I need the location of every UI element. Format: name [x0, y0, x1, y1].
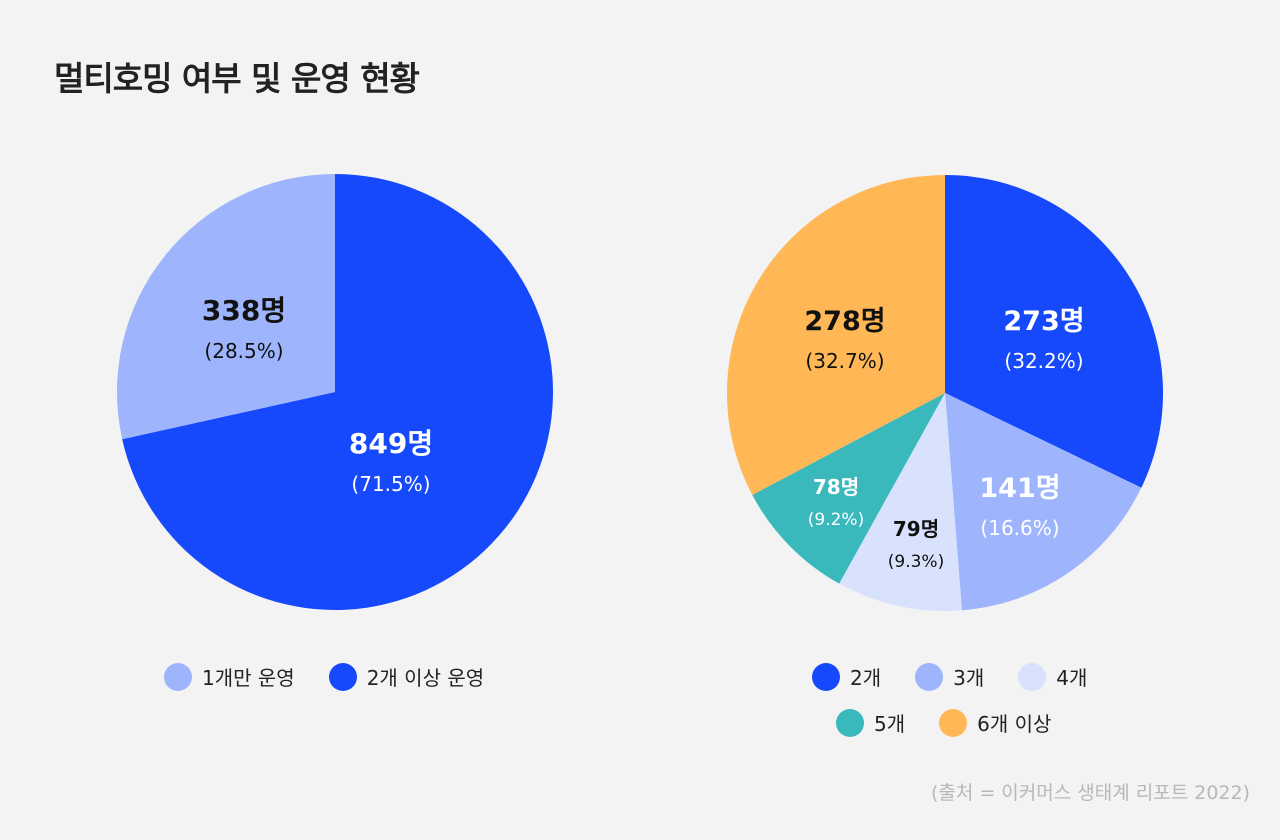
legend-pie-1: 1개만 운영 2개 이상 운영: [164, 662, 484, 691]
pie-slice: [945, 175, 1164, 488]
legend-label: 1개만 운영: [202, 666, 295, 690]
slice-count-label: 78명: [813, 475, 859, 499]
legend-item-5: 5개: [836, 708, 905, 737]
chart-title: 멀티호밍 여부 및 운영 현황: [54, 59, 420, 98]
legend-label: 6개 이상: [977, 712, 1052, 736]
pie-slice: [752, 393, 945, 584]
pie-slice: [116, 174, 335, 440]
slice-count-label: 79명: [893, 517, 939, 541]
legend-item-4: 4개: [1018, 662, 1087, 691]
pie-slice: [122, 174, 553, 610]
legend-label: 4개: [1056, 666, 1088, 690]
legend-item-2: 2개: [812, 662, 881, 691]
slice-percent-label: (9.2%): [808, 510, 864, 530]
legend-swatch: [939, 708, 968, 737]
pie-slice: [839, 393, 962, 611]
legend-swatch: [328, 662, 357, 691]
slice-percent-label: (28.5%): [204, 339, 283, 363]
source-note: (출처 = 이커머스 생태계 리포트 2022): [930, 782, 1250, 804]
legend-item-6-plus: 6개 이상: [939, 708, 1051, 737]
slice-percent-label: (16.6%): [980, 516, 1059, 540]
legend-swatch: [915, 662, 944, 691]
slice-count-label: 338명: [202, 294, 286, 327]
legend-item-3: 3개: [915, 662, 984, 691]
legend-pie-2-row-2: 5개 6개 이상: [836, 708, 1051, 737]
pie-slice: [945, 393, 1142, 611]
slice-percent-label: (32.7%): [805, 349, 884, 373]
slice-count-label: 273명: [1003, 306, 1084, 337]
legend-swatch: [164, 662, 192, 691]
slice-count-label: 141명: [979, 473, 1060, 504]
slice-percent-label: (71.5%): [351, 472, 430, 496]
legend-swatch: [1018, 662, 1047, 691]
legend-label: 2개 이상 운영: [366, 666, 485, 690]
slice-percent-label: (9.3%): [888, 552, 944, 572]
legend-item-multi: 2개 이상 운영: [328, 662, 485, 691]
slice-count-label: 278명: [804, 306, 885, 337]
pie-chart-multihoming: 849명 (71.5%) 338명 (28.5%): [116, 174, 553, 610]
legend-label: 3개: [953, 666, 985, 690]
legend-pie-2-row-1: 2개 3개 4개: [812, 662, 1087, 691]
legend-label: 5개: [874, 712, 906, 736]
slice-percent-label: (32.2%): [1004, 349, 1083, 373]
slice-count-label: 849명: [349, 427, 433, 460]
legend-swatch: [812, 662, 840, 691]
legend-swatch: [836, 708, 864, 737]
pie-slice: [727, 175, 945, 495]
legend-label: 2개: [850, 666, 882, 690]
legend-item-single: 1개만 운영: [164, 662, 295, 691]
pie-chart-store-count: 273명 (32.2%) 141명 (16.6%) 79명 (9.3%) 78명 (9.2%)…: [727, 175, 1164, 611]
